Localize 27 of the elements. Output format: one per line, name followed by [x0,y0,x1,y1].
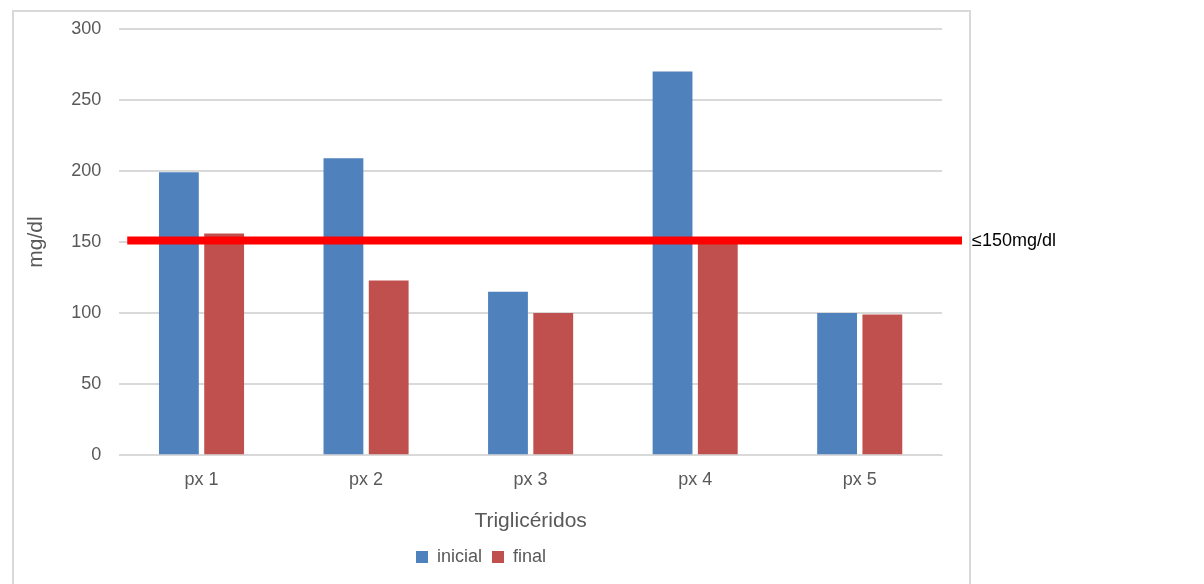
y-tick-label: 250 [71,88,102,109]
y-tick-label: 100 [71,302,102,323]
y-tick-label: 300 [71,17,102,38]
bar [652,71,693,455]
bar [697,243,738,455]
x-tick-label: px 3 [513,468,548,489]
bar [204,233,245,455]
y-axis-title: mg/dl [23,216,47,268]
x-axis-title: Triglicéridos [474,508,587,532]
bar [323,158,364,455]
y-tick-label: 150 [71,230,102,251]
bar [533,313,574,455]
bar [862,314,903,455]
legend-label: final [513,545,547,566]
y-tick-label: 50 [81,373,102,394]
y-tick-label: 0 [91,444,102,465]
ref-line-label: ≤150mg/dl [972,229,1056,250]
bar [488,291,528,455]
x-tick-label: px 2 [349,468,384,489]
legend-label: inicial [436,545,483,566]
x-tick-label: px 1 [184,468,219,489]
x-tick-label: px 4 [678,468,713,489]
bar [158,172,199,455]
y-tick-label: 200 [71,159,102,180]
x-tick-label: px 5 [842,468,877,489]
bar [368,280,409,455]
bar [817,313,858,455]
